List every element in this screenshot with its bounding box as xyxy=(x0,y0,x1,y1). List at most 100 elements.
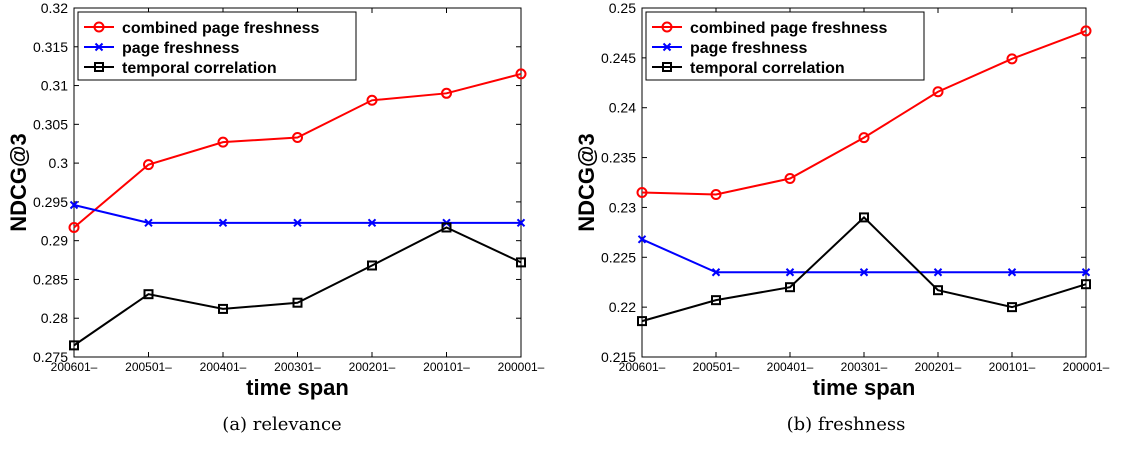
data-point xyxy=(1006,53,1018,65)
y-tick-label: 0.245 xyxy=(601,50,636,66)
data-point xyxy=(859,212,869,223)
y-tick-label: 0.3 xyxy=(49,155,69,171)
x-axis-title: time span xyxy=(246,375,349,400)
data-point xyxy=(218,218,228,228)
data-point xyxy=(68,221,80,233)
data-point xyxy=(858,132,870,144)
y-axis-title: NDCG@3 xyxy=(6,133,31,231)
caption-freshness: (b) freshness xyxy=(786,414,906,435)
series-line xyxy=(73,226,522,347)
data-point xyxy=(293,218,302,228)
legend-label: temporal correlation xyxy=(690,60,845,77)
series-2 xyxy=(69,222,526,351)
x-tick-label: 200601– xyxy=(619,360,666,374)
data-point xyxy=(637,235,647,244)
series-0 xyxy=(68,68,527,233)
legend-label: page freshness xyxy=(690,40,807,57)
series-line xyxy=(641,216,1087,323)
legend-item: temporal correlation xyxy=(652,60,845,77)
y-tick-label: 0.235 xyxy=(601,150,636,166)
x-tick-label: 200201– xyxy=(349,360,396,374)
data-point xyxy=(785,282,795,293)
data-point xyxy=(516,257,526,268)
y-tick-label: 0.225 xyxy=(601,249,636,265)
legend-marker xyxy=(94,42,104,52)
data-point xyxy=(711,268,721,277)
x-tick-label: 200601– xyxy=(51,360,98,374)
series-line xyxy=(73,72,522,229)
data-point xyxy=(859,268,869,277)
x-tick-label: 200401– xyxy=(767,360,814,374)
data-point xyxy=(292,297,303,308)
y-tick-label: 0.285 xyxy=(33,271,68,287)
y-axis-title: NDCG@3 xyxy=(574,133,599,231)
data-point xyxy=(784,173,796,185)
data-point xyxy=(144,218,153,228)
y-tick-label: 0.23 xyxy=(609,199,636,215)
x-tick-label: 200201– xyxy=(915,360,962,374)
legend-marker xyxy=(94,62,104,72)
data-point xyxy=(366,94,378,106)
chart-panel-relevance: 0.275 0.28 0.285 0.29 0.295 0.3 0.305 0.31 0.315… xyxy=(6,0,545,435)
x-tick-label: 200101– xyxy=(989,360,1036,374)
data-point xyxy=(1007,268,1017,277)
series-1 xyxy=(637,235,1091,277)
series-0 xyxy=(636,25,1092,200)
data-point xyxy=(933,285,943,296)
chart-panel-freshness: 0.215 0.22 0.225 0.23 0.235 0.24 0.245 0.25 2006… xyxy=(564,0,1128,451)
y-tick-label: 0.28 xyxy=(41,310,68,326)
legend-marker xyxy=(93,21,105,33)
data-point xyxy=(933,268,943,277)
x-tick-label: 200101– xyxy=(423,360,470,374)
x-tick-label: 200401– xyxy=(200,360,247,374)
y-tick-label: 0.305 xyxy=(33,116,68,132)
legend-marker xyxy=(661,21,673,33)
y-tick-label: 0.31 xyxy=(41,78,68,94)
data-point xyxy=(516,218,526,228)
legend-label: combined page freshness xyxy=(690,20,887,37)
data-point xyxy=(1080,25,1092,37)
data-point xyxy=(636,186,648,198)
chart-freshness: 0.215 0.22 0.225 0.23 0.235 0.24 0.245 0.25 2006… xyxy=(574,0,1110,400)
y-tick-label: 0.29 xyxy=(41,233,68,249)
y-tick-label: 0.315 xyxy=(33,39,68,55)
legend-label: page freshness xyxy=(122,40,239,57)
x-tick-label: 200001– xyxy=(1063,360,1110,374)
chart-relevance: 0.275 0.28 0.285 0.29 0.295 0.3 0.305 0.31 0.315… xyxy=(6,0,545,400)
data-point xyxy=(1081,279,1091,290)
data-point xyxy=(367,260,377,271)
legend: combined page freshness page freshness tem… xyxy=(77,11,357,81)
legend: combined page freshness page freshness tem… xyxy=(645,11,925,81)
y-tick-label: 0.25 xyxy=(609,0,636,16)
series-line xyxy=(641,29,1087,196)
x-tick-label: 200301– xyxy=(274,360,321,374)
data-point xyxy=(367,218,377,228)
y-tick-label: 0.215 xyxy=(601,349,636,365)
data-point xyxy=(932,86,944,98)
data-point xyxy=(143,289,154,300)
data-point xyxy=(1007,302,1017,313)
legend-item: page freshness xyxy=(84,40,239,57)
data-point xyxy=(637,316,647,327)
data-point xyxy=(218,303,228,314)
data-point xyxy=(710,188,722,200)
data-point xyxy=(69,340,79,351)
y-tick-label: 0.295 xyxy=(33,194,68,210)
legend-item: temporal correlation xyxy=(84,60,277,77)
data-point xyxy=(785,268,795,277)
legend-item: combined page freshness xyxy=(84,20,319,37)
legend-marker xyxy=(662,42,672,52)
data-point xyxy=(143,159,154,171)
caption-relevance: (a) relevance xyxy=(222,414,342,435)
y-tick-label: 0.32 xyxy=(41,0,68,16)
legend-item: page freshness xyxy=(652,40,807,57)
data-point xyxy=(1081,268,1091,277)
x-tick-label: 200001– xyxy=(498,360,545,374)
legend-item: combined page freshness xyxy=(652,20,887,37)
y-tick-label: 0.24 xyxy=(609,100,636,116)
legend-marker xyxy=(662,62,672,72)
y-tick-label: 0.22 xyxy=(609,299,636,315)
legend-label: combined page freshness xyxy=(122,20,319,37)
legend-box xyxy=(645,11,925,81)
x-axis-title: time span xyxy=(813,375,916,400)
